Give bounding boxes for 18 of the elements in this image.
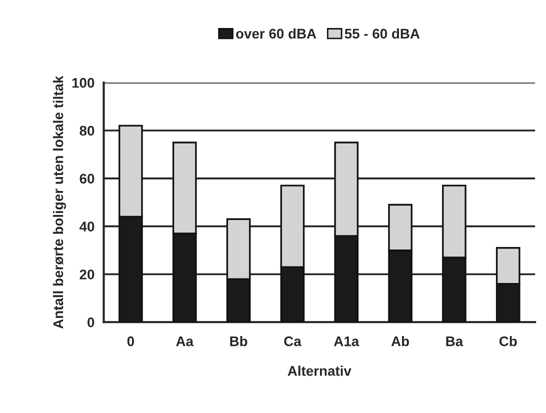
x-tick-label: Aa: [176, 336, 194, 346]
y-axis-title: Antall berørte boliger uten lokale tiltak: [52, 76, 66, 329]
x-tick-label: Ca: [284, 336, 302, 346]
y-tick-label: 40: [79, 222, 94, 232]
y-tick-label: 100: [72, 78, 94, 88]
x-tick-label: Bb: [230, 336, 248, 346]
x-tick-label: Ab: [391, 336, 409, 346]
y-tick-label: 20: [80, 270, 94, 280]
y-tick-label: 60: [80, 174, 94, 184]
x-tick-label: Ba: [446, 336, 464, 346]
x-tick-label: 0: [127, 336, 134, 346]
y-tick-label: 80: [80, 126, 94, 136]
x-tick-label: A1a: [334, 336, 360, 346]
legend-label: 55 - 60 dBA: [344, 28, 420, 39]
y-tick-label: 0: [88, 317, 94, 328]
legend-label: over 60 dBA: [236, 28, 316, 39]
x-axis-title: Alternativ: [288, 366, 352, 376]
x-tick-label: Cb: [499, 336, 517, 346]
